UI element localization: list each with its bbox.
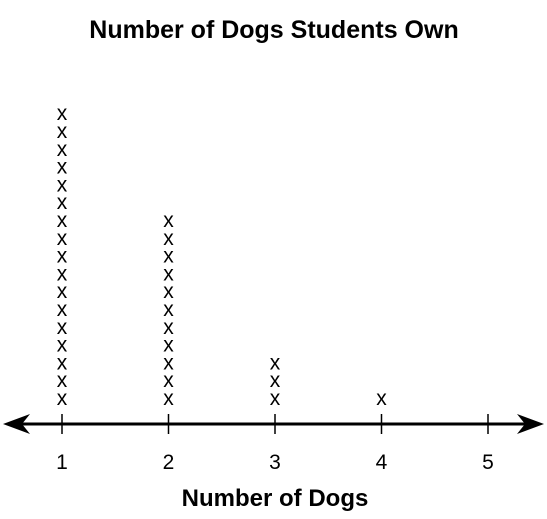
- x-mark-1-8: x: [57, 262, 68, 285]
- x-mark-1-17: x: [57, 102, 68, 125]
- x-mark-1-13: x: [57, 173, 68, 196]
- x-mark-2-7: x: [163, 280, 174, 303]
- tick-label-4: 4: [376, 451, 388, 474]
- tick-label-2: 2: [163, 451, 175, 474]
- x-mark-1-6: x: [57, 298, 68, 321]
- x-mark-3-1: x: [270, 387, 281, 410]
- x-mark-2-6: x: [163, 298, 174, 321]
- x-mark-1-1: x: [57, 387, 68, 410]
- x-mark-2-5: x: [163, 316, 174, 339]
- right-arrow-icon: [517, 414, 544, 434]
- x-mark-1-16: x: [57, 120, 68, 143]
- tick-marks: [61, 414, 489, 434]
- chart-title: Number of Dogs Students Own: [89, 16, 458, 44]
- x-mark-2-1: x: [163, 387, 174, 410]
- x-mark-1-4: x: [57, 334, 68, 357]
- x-mark-2-8: x: [163, 262, 174, 285]
- tick-labels: 1 2 3 4 5: [56, 451, 494, 474]
- x-mark-2-9: x: [163, 245, 174, 268]
- x-axis-label: Number of Dogs: [182, 485, 369, 512]
- x-mark-3-3: x: [270, 351, 281, 374]
- x-mark-3-2: x: [270, 369, 281, 392]
- x-mark-1-5: x: [57, 316, 68, 339]
- x-mark-2-11: x: [163, 209, 174, 232]
- x-mark-1-2: x: [57, 369, 68, 392]
- x-mark-1-11: x: [57, 209, 68, 232]
- x-mark-1-7: x: [57, 280, 68, 303]
- x-mark-1-9: x: [57, 245, 68, 268]
- x-mark-1-14: x: [57, 156, 68, 179]
- number-line: 1 2 3 4 5: [3, 414, 544, 474]
- x-mark-1-15: x: [57, 138, 68, 161]
- x-mark-2-10: x: [163, 227, 174, 250]
- tick-label-1: 1: [56, 451, 68, 474]
- x-mark-1-3: x: [57, 351, 68, 374]
- x-mark-2-4: x: [163, 334, 174, 357]
- tick-label-3: 3: [269, 451, 281, 474]
- x-mark-2-3: x: [163, 351, 174, 374]
- x-mark-2-2: x: [163, 369, 174, 392]
- tick-label-5: 5: [482, 451, 494, 474]
- x-mark-1-10: x: [57, 227, 68, 250]
- x-mark-4-1: x: [376, 387, 387, 410]
- x-mark-1-12: x: [57, 191, 68, 214]
- left-arrow-icon: [3, 414, 30, 434]
